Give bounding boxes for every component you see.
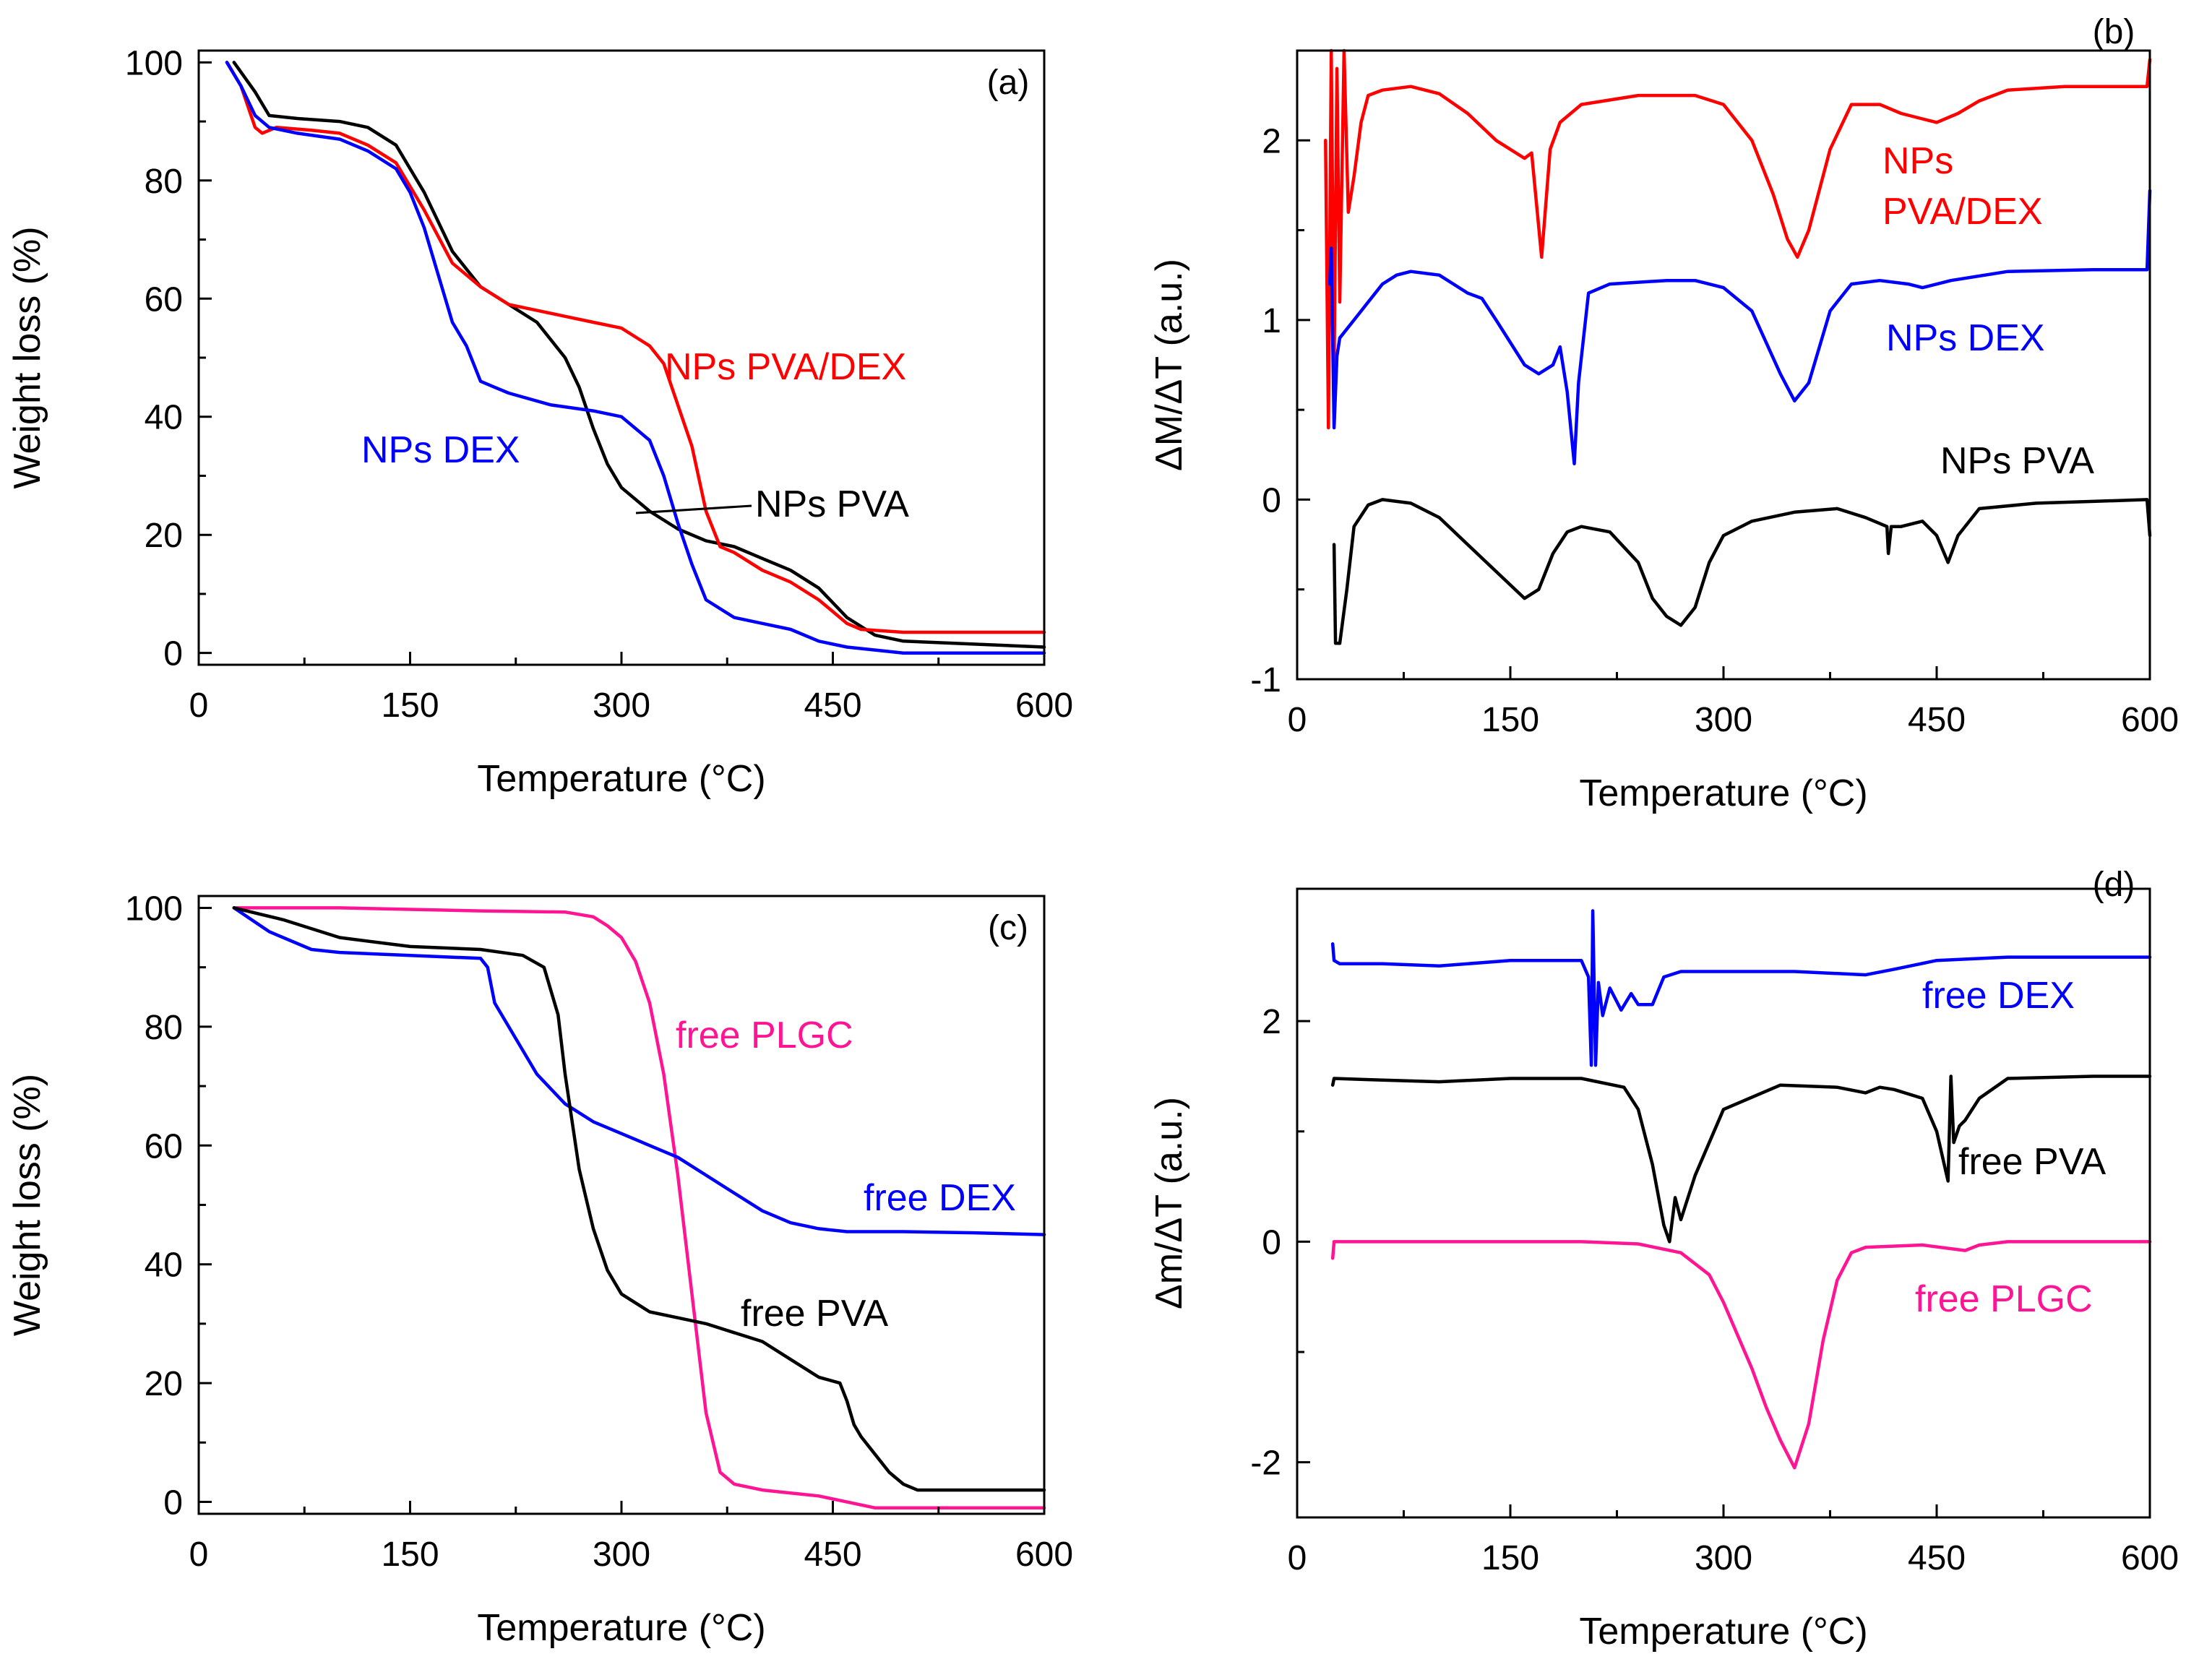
y-tick-label: 0 (163, 1484, 183, 1522)
panel-letter: (d) (2093, 866, 2135, 904)
series-free-dex (1330, 909, 2152, 1067)
y-tick-label: -2 (1250, 1444, 1281, 1483)
x-tick-label: 0 (189, 686, 209, 725)
label-nps-dex: NPs DEX (1886, 317, 2045, 359)
y-tick-label: 100 (125, 44, 183, 82)
x-tick-label: 450 (804, 686, 861, 725)
series-nps-pva-dex (225, 61, 1046, 634)
panel-letter: (c) (988, 909, 1028, 947)
x-tick-label: 150 (381, 1535, 439, 1574)
series-free-pva (232, 906, 1046, 1492)
y-tick-label: -1 (1250, 661, 1281, 699)
x-tick-label: 0 (189, 1535, 209, 1574)
x-tick-label: 600 (2121, 1539, 2179, 1577)
y-axis-title: Weight loss (%) (7, 226, 48, 488)
series-free-plgc (1330, 1240, 2152, 1470)
x-tick-label: 300 (593, 686, 650, 725)
series-free-pva (1330, 1074, 2152, 1244)
x-tick-label: 600 (1015, 686, 1073, 725)
series-nps-pva-dex (1324, 48, 2152, 430)
y-tick-label: 2 (1262, 1003, 1281, 1041)
y-tick-label: 2 (1262, 122, 1281, 160)
label-free-dex: free DEX (1922, 975, 2075, 1017)
plot-frame (197, 49, 1046, 666)
y-tick-label: 100 (125, 889, 183, 928)
x-tick-label: 450 (804, 1535, 861, 1574)
label-free-plgc: free PLGC (676, 1015, 853, 1056)
y-tick-label: 80 (145, 163, 183, 201)
y-tick-label: 0 (163, 635, 183, 673)
x-tick-label: 150 (381, 686, 439, 725)
y-axis-title: Δm/ΔT (a.u.) (1148, 1097, 1190, 1309)
y-tick-label: 40 (145, 1246, 183, 1285)
x-tick-label: 0 (1288, 701, 1307, 739)
panel-d: 0 150 300 450 600 -2 0 2 Temperature (°C) Δm/ΔT (… (1148, 866, 2179, 1653)
label-nps-pva: NPs PVA (755, 483, 909, 525)
x-tick-label: 300 (1695, 701, 1752, 739)
panel-letter: (b) (2093, 13, 2135, 51)
label-nps-pvadex-line1: NPs (1882, 140, 1953, 182)
x-tick-label: 300 (1695, 1539, 1752, 1577)
panel-a: 0 150 300 450 600 0 20 40 60 80 100 Temperature (°C… (7, 44, 1073, 800)
series-nps-dex (1327, 189, 2152, 465)
y-axis-title: Weight loss (%) (7, 1074, 48, 1336)
plot-frame (1296, 49, 2151, 681)
x-axis-title: Temperature (°C) (1579, 772, 1867, 814)
x-tick-label: 450 (1908, 1539, 1966, 1577)
x-tick-label: 0 (1288, 1539, 1307, 1577)
panel-letter: (a) (987, 64, 1030, 102)
label-nps-pva: NPs PVA (1940, 440, 2094, 482)
x-tick-label: 300 (593, 1535, 650, 1574)
y-tick-label: 20 (145, 1365, 183, 1403)
series-nps-pva (1332, 498, 2152, 645)
x-tick-label: 600 (1015, 1535, 1073, 1574)
x-tick-label: 450 (1908, 701, 1966, 739)
y-tick-label: 20 (145, 517, 183, 555)
y-tick-label: 0 (1262, 481, 1281, 520)
panel-c: 0 150 300 450 600 0 20 40 60 80 100 Temperature (°C… (7, 889, 1073, 1649)
x-tick-label: 600 (2121, 701, 2179, 739)
label-free-dex: free DEX (864, 1177, 1016, 1219)
label-free-pva: free PVA (741, 1293, 889, 1335)
x-tick-label: 150 (1481, 1539, 1539, 1577)
y-tick-label: 40 (145, 399, 183, 437)
x-axis-title: Temperature (°C) (477, 758, 765, 800)
y-tick-label: 60 (145, 280, 183, 319)
series-nps-pva (232, 61, 1046, 649)
label-npa-pvadex: NPs PVA/DEX (665, 346, 906, 388)
y-tick-label: 60 (145, 1127, 183, 1166)
series-nps-dex (225, 61, 1046, 655)
series-free-dex (232, 906, 1046, 1236)
label-nps-pvadex-line2: PVA/DEX (1882, 191, 2043, 233)
x-axis-title: Temperature (°C) (477, 1607, 765, 1649)
series-free-plgc (232, 906, 1046, 1510)
label-nps-dex: NPs DEX (361, 429, 520, 471)
label-leader-line (635, 504, 752, 514)
x-axis-title: Temperature (°C) (1579, 1611, 1867, 1653)
y-tick-label: 1 (1262, 302, 1281, 340)
y-axis-title: ΔM/ΔT (a.u.) (1148, 259, 1190, 471)
label-free-plgc: free PLGC (1915, 1278, 2093, 1320)
label-free-pva: free PVA (1958, 1141, 2107, 1183)
x-tick-label: 150 (1481, 701, 1539, 739)
y-tick-label: 0 (1262, 1223, 1281, 1262)
y-tick-label: 80 (145, 1009, 183, 1047)
